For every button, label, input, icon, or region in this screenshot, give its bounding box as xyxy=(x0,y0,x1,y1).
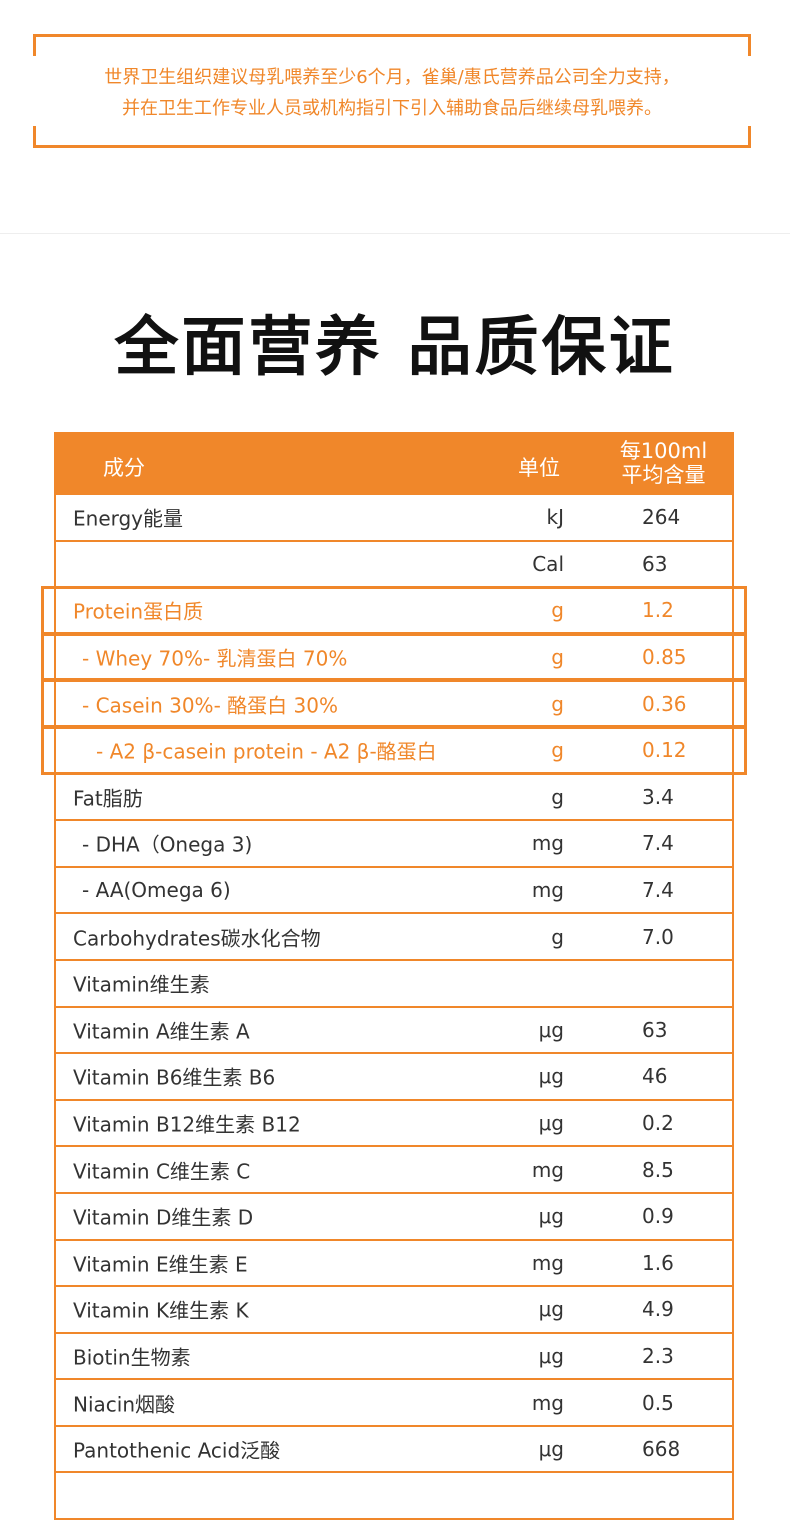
amount: 1.2 xyxy=(642,598,674,623)
table-row: Vitamin A维生素 A μg 63 xyxy=(56,1008,732,1055)
nutrient-name: Vitamin B12维生素 B12 xyxy=(73,1112,301,1137)
table-row: Carbohydrates碳水化合物 g 7.0 xyxy=(56,914,732,961)
nutrient-name: - DHA（Onega 3) xyxy=(82,832,253,857)
amount: 2.3 xyxy=(642,1343,674,1368)
nutrient-name: - AA(Omega 6) xyxy=(82,878,231,903)
table-row: Fat脂肪 g 3.4 xyxy=(56,775,732,822)
unit: g xyxy=(551,924,564,949)
amount: 1.6 xyxy=(642,1250,674,1275)
table-row: - Casein 30%- 酪蛋白 30% g 0.36 xyxy=(41,679,747,728)
nutrient-name: Biotin生物素 xyxy=(73,1345,191,1370)
table-header: 成分 单位 每100ml 平均含量 xyxy=(56,432,732,495)
unit: μg xyxy=(538,1064,564,1089)
nutrient-name: Fat脂肪 xyxy=(73,786,143,811)
nutrient-name: Carbohydrates碳水化合物 xyxy=(73,926,321,951)
nutrient-name: Vitamin K维生素 K xyxy=(73,1298,249,1323)
nutrient-name: Niacin烟酸 xyxy=(73,1392,176,1417)
unit: μg xyxy=(538,1017,564,1042)
unit: μg xyxy=(538,1437,564,1462)
unit: mg xyxy=(531,1250,564,1275)
table-row: Vitamin B12维生素 B12 μg 0.2 xyxy=(56,1101,732,1148)
nutrient-name: Vitamin A维生素 A xyxy=(73,1019,250,1044)
unit: kJ xyxy=(546,505,564,530)
table-row: Biotin生物素 μg 2.3 xyxy=(56,1334,732,1381)
nutrient-name: Vitamin E维生素 E xyxy=(73,1252,248,1277)
unit: μg xyxy=(538,1111,564,1136)
amount: 8.5 xyxy=(642,1157,674,1182)
unit: g xyxy=(551,784,564,809)
nutrient-name: Protein蛋白质 xyxy=(73,599,204,624)
table-row: Energy能量 kJ 264 xyxy=(56,495,732,542)
table-row: - DHA（Onega 3) mg 7.4 xyxy=(56,821,732,868)
table-row: - Whey 70%- 乳清蛋白 70% g 0.85 xyxy=(41,632,747,682)
amount: 0.12 xyxy=(642,738,687,763)
amount: 0.85 xyxy=(642,645,687,670)
unit: g xyxy=(551,598,564,623)
nutrient-name: - Casein 30%- 酪蛋白 30% xyxy=(82,693,338,718)
amount: 3.4 xyxy=(642,784,674,809)
table-row: Vitamin K维生素 K μg 4.9 xyxy=(56,1287,732,1334)
unit: Cal xyxy=(532,551,564,576)
amount: 63 xyxy=(642,551,668,576)
table-row: Vitamin C维生素 C mg 8.5 xyxy=(56,1147,732,1194)
table-row: Protein蛋白质 g 1.2 xyxy=(41,586,747,635)
amount: 668 xyxy=(642,1437,681,1462)
nutrient-name: Vitamin B6维生素 B6 xyxy=(73,1065,276,1090)
amount: 0.36 xyxy=(642,691,687,716)
unit: μg xyxy=(538,1297,564,1322)
page: 世界卫生组织建议母乳喂养至少6个月，雀巢/惠氏营养品公司全力支持， 并在卫生工作… xyxy=(0,34,790,1520)
unit: mg xyxy=(531,1390,564,1415)
unit: mg xyxy=(531,1157,564,1182)
table-row: Vitamin B6维生素 B6 μg 46 xyxy=(56,1054,732,1101)
nutrient-name: Energy能量 xyxy=(73,506,184,531)
table-row: Vitamin维生素 xyxy=(56,961,732,1008)
notice-box: 世界卫生组织建议母乳喂养至少6个月，雀巢/惠氏营养品公司全力支持， 并在卫生工作… xyxy=(33,34,751,148)
amount: 7.4 xyxy=(642,878,674,903)
unit: g xyxy=(551,691,564,716)
unit: μg xyxy=(538,1343,564,1368)
amount: 63 xyxy=(642,1017,668,1042)
unit: μg xyxy=(538,1204,564,1229)
table-row: Vitamin E维生素 E mg 1.6 xyxy=(56,1241,732,1288)
nutrient-name: Vitamin维生素 xyxy=(73,972,210,997)
nutrition-table: 成分 单位 每100ml 平均含量 Energy能量 kJ 264 Cal 63 Prot… xyxy=(41,432,747,1520)
amount: 0.9 xyxy=(642,1204,674,1229)
amount: 264 xyxy=(642,505,681,530)
table-row: Vitamin D维生素 D μg 0.9 xyxy=(56,1194,732,1241)
unit: g xyxy=(551,738,564,763)
separator xyxy=(0,233,790,234)
nutrient-name: Pantothenic Acid泛酸 xyxy=(73,1438,281,1463)
notice-line: 世界卫生组织建议母乳喂养至少6个月，雀巢/惠氏营养品公司全力支持， xyxy=(104,67,680,88)
table-row: Cal 63 xyxy=(56,542,732,589)
unit: mg xyxy=(531,831,564,856)
amount: 7.0 xyxy=(642,924,674,949)
table-row: - AA(Omega 6) mg 7.4 xyxy=(56,868,732,915)
unit: g xyxy=(551,645,564,670)
amount: 7.4 xyxy=(642,831,674,856)
amount: 0.5 xyxy=(642,1390,674,1415)
table-row: Niacin烟酸 mg 0.5 xyxy=(56,1380,732,1427)
nutrient-name: - Whey 70%- 乳清蛋白 70% xyxy=(82,646,348,671)
nutrient-name: Vitamin D维生素 D xyxy=(73,1205,254,1230)
unit: mg xyxy=(531,878,564,903)
nutrient-name: - A2 β-casein protein - A2 β-酪蛋白 xyxy=(96,739,437,764)
amount: 46 xyxy=(642,1064,668,1089)
amount: 0.2 xyxy=(642,1111,674,1136)
section-title: 全面营养 品质保证 xyxy=(114,311,676,385)
header-cell: 成分 xyxy=(103,456,145,480)
nutrient-name: Vitamin C维生素 C xyxy=(73,1159,251,1184)
table-row xyxy=(56,1473,732,1520)
header-cell: 单位 xyxy=(518,456,560,480)
table-row: Pantothenic Acid泛酸 μg 668 xyxy=(56,1427,732,1474)
notice-line: 并在卫生工作专业人员或机构指引下引入辅助食品后继续母乳喂养。 xyxy=(122,98,662,119)
amount: 4.9 xyxy=(642,1297,674,1322)
header-cell: 每100ml 平均含量 xyxy=(619,439,708,487)
table-row: - A2 β-casein protein - A2 β-酪蛋白 g 0.12 xyxy=(41,725,747,775)
